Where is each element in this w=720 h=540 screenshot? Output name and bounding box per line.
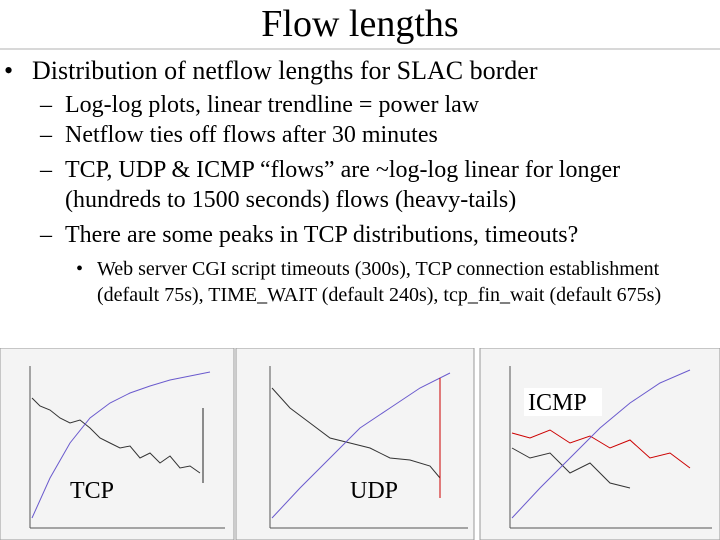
bullet-marker: • <box>4 56 14 85</box>
bullet: Distribution of netflow lengths for SLAC… <box>32 56 538 85</box>
udp-thumbnail <box>235 348 475 540</box>
label-background <box>524 388 602 416</box>
dash: – <box>40 222 52 248</box>
sub-bullet: Netflow ties off flows after 30 minutes <box>65 122 438 148</box>
dash: – <box>40 92 52 118</box>
sub-bullet: Log-log plots, linear trendline = power … <box>65 92 480 118</box>
sub-bullet: TCP, UDP & ICMP “flows” are ~log-log lin… <box>65 157 621 213</box>
dash: – <box>40 122 52 148</box>
sub-bullet: There are some peaks in TCP distribution… <box>65 222 579 248</box>
chart-label: ICMP <box>528 390 587 416</box>
chart-label: UDP <box>350 478 398 504</box>
title-rule <box>0 48 720 50</box>
tcp-thumbnail <box>0 348 235 540</box>
chart-thumbnails: TCP UDP ICMP <box>0 348 720 540</box>
sub-sub-bullet: Web server CGI script timeouts (300s), T… <box>97 258 662 306</box>
chart-label: TCP <box>70 478 114 504</box>
icmp-thumbnail <box>479 348 720 540</box>
bullet-marker: • <box>76 258 84 280</box>
dash: – <box>40 157 52 183</box>
slide-title: Flow lengths <box>261 3 459 45</box>
